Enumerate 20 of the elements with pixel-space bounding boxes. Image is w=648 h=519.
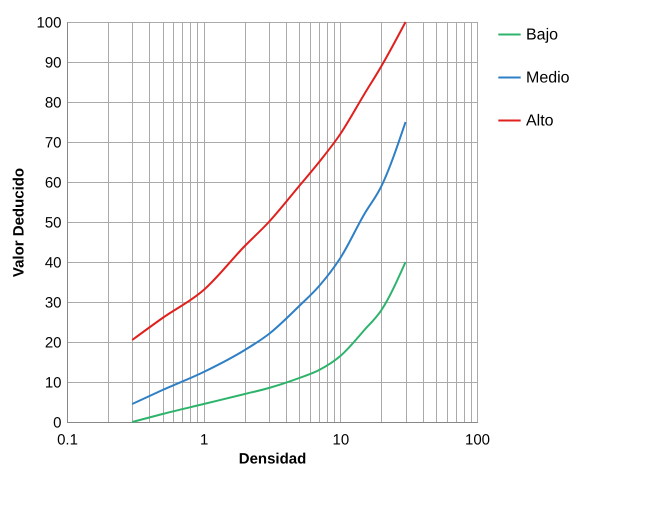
- legend-label: Alto: [526, 112, 554, 130]
- legend-label: Medio: [526, 70, 570, 86]
- y-tick-label: 60: [44, 174, 62, 192]
- y-tick-label: 20: [44, 334, 62, 352]
- y-tick-label: 40: [44, 254, 62, 272]
- x-tick-label: 1: [200, 432, 208, 448]
- y-tick-label: 80: [44, 94, 62, 112]
- y-tick-label: 50: [44, 214, 62, 232]
- y-tick-label: 90: [44, 54, 62, 72]
- y-tick-label: 30: [44, 294, 62, 312]
- x-tick-label: 100: [464, 432, 490, 448]
- legend-label: Bajo: [526, 26, 558, 44]
- x-tick-label: 0.1: [57, 432, 78, 448]
- x-axis-title: Densidad: [238, 450, 306, 468]
- y-axis-title: Valor Deducido: [10, 168, 28, 278]
- y-tick-label: 100: [36, 14, 62, 32]
- y-tick-label: 10: [44, 374, 62, 392]
- y-tick-label: 0: [53, 414, 62, 432]
- x-tick-label: 10: [332, 432, 350, 448]
- y-tick-label: 70: [44, 134, 62, 152]
